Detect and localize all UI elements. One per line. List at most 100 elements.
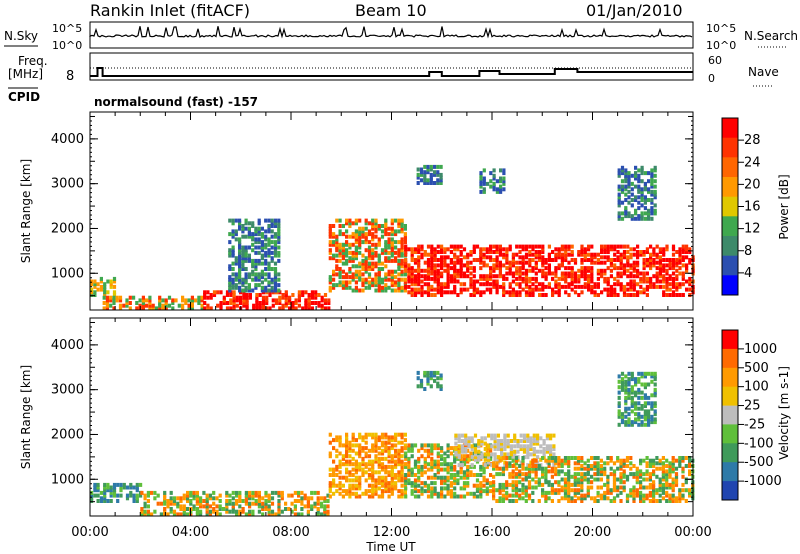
data-cell [257, 283, 261, 288]
data-cell [573, 490, 577, 495]
data-cell [284, 301, 288, 305]
data-cell [652, 485, 656, 490]
data-cell [354, 275, 358, 280]
data-cell [645, 247, 649, 252]
data-cell [374, 275, 378, 280]
data-cell [338, 229, 342, 234]
data-cell [377, 272, 381, 277]
data-cell [171, 298, 175, 303]
data-cell [498, 488, 502, 493]
data-cell [640, 382, 644, 387]
data-cell [407, 268, 411, 273]
data-cell [550, 485, 554, 490]
data-cell [606, 282, 610, 287]
data-cell [436, 451, 440, 456]
data-cell [662, 284, 666, 289]
data-cell [367, 489, 372, 494]
data-cell [456, 478, 460, 483]
data-cell [332, 473, 336, 477]
data-cell [586, 490, 590, 495]
data-cell [433, 446, 437, 451]
data-cell [267, 224, 271, 228]
data-cell [632, 279, 636, 284]
data-cell [521, 266, 525, 271]
data-cell [404, 464, 408, 469]
data-cell [645, 472, 649, 477]
data-cell [164, 306, 168, 311]
data-cell [374, 245, 378, 250]
data-cell [511, 464, 515, 468]
data-cell [281, 295, 285, 300]
data-cell [567, 482, 571, 487]
data-cell [199, 509, 203, 514]
data-cell [413, 279, 418, 284]
data-cell [567, 266, 571, 271]
data-cell [624, 198, 628, 202]
data-cell [341, 285, 345, 290]
data-cell [361, 234, 365, 239]
data-cell [502, 282, 506, 287]
data-cell [464, 436, 468, 441]
data-cell [636, 252, 640, 257]
data-cell [258, 303, 262, 308]
data-cell [617, 422, 621, 427]
data-cell [532, 449, 536, 454]
data-cell [433, 263, 437, 268]
data-cell [580, 482, 584, 487]
data-cell [387, 237, 391, 242]
data-cell [222, 301, 226, 305]
data-cell [554, 490, 558, 495]
data-cell [371, 218, 375, 223]
data-cell [495, 466, 499, 471]
data-cell [416, 376, 420, 381]
data-cell [351, 483, 355, 488]
data-cell [622, 464, 626, 468]
data-cell [624, 414, 628, 419]
data-cell [241, 261, 245, 266]
data-cell [397, 285, 401, 290]
data-cell [119, 485, 123, 490]
data-cell [426, 170, 430, 175]
data-cell [280, 490, 284, 495]
data-cell [547, 255, 551, 260]
data-cell [501, 485, 505, 490]
data-cell [498, 482, 502, 487]
data-cell [662, 268, 666, 273]
data-cell [492, 263, 496, 268]
data-cell [505, 250, 509, 254]
data-cell [580, 488, 584, 493]
data-cell [423, 268, 427, 273]
data-cell [502, 263, 506, 268]
data-cell [403, 432, 407, 437]
colorbar-tick-label: 28 [744, 133, 761, 148]
data-cell [364, 221, 368, 226]
data-cell [649, 276, 653, 281]
data-cell [685, 279, 689, 284]
data-cell [202, 499, 206, 503]
data-cell [273, 221, 278, 226]
data-cell [524, 493, 528, 498]
data-cell [228, 501, 232, 506]
data-cell [304, 290, 308, 295]
y-tick-label: 2000 [51, 221, 84, 236]
data-cell [384, 489, 388, 494]
data-cell [634, 184, 638, 189]
data-cell [590, 244, 594, 249]
data-cell [358, 240, 362, 245]
data-cell [647, 171, 651, 176]
data-cell [345, 454, 349, 459]
data-cell [662, 274, 666, 279]
data-cell [400, 261, 404, 266]
data-cell [417, 459, 421, 464]
data-cell [528, 293, 532, 297]
data-cell [156, 501, 160, 506]
data-cell [640, 404, 644, 408]
data-cell [513, 452, 517, 457]
data-cell [371, 435, 375, 440]
data-cell [489, 448, 493, 453]
data-cell [238, 280, 242, 285]
data-cell [534, 480, 538, 485]
data-cell [492, 490, 496, 495]
data-cell [527, 493, 532, 498]
data-cell [440, 282, 444, 287]
